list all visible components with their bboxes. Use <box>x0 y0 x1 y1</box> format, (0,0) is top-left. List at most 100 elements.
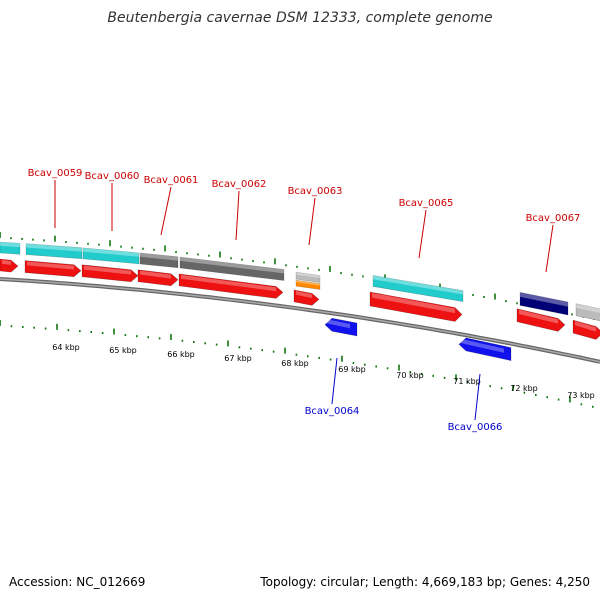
inner-minor-tick <box>215 343 218 346</box>
outer-minor-tick <box>296 265 298 268</box>
inner-major-tick <box>341 355 343 362</box>
inner-minor-tick <box>443 376 446 379</box>
inner-major-tick <box>284 347 286 354</box>
cds-forward-arrow <box>178 273 284 299</box>
gene-label-bcav-0059: Bcav_0059 <box>28 168 83 179</box>
outer-major-tick <box>0 232 1 238</box>
cds-forward-arrow-shine <box>140 270 171 279</box>
cds-forward-arrow <box>293 289 320 306</box>
inner-minor-tick <box>101 332 104 335</box>
gene-labels: Bcav_0059 Bcav_0060 Bcav_0061 Bcav_0062 Bcav… <box>28 168 581 433</box>
cds-forward-arrow <box>0 258 19 273</box>
outer-major-tick <box>329 265 331 272</box>
leader-line-top <box>545 224 554 273</box>
outer-minor-tick <box>263 261 265 264</box>
tick-label-72-kbp: 72 kbp <box>510 384 538 393</box>
outer-minor-tick <box>318 268 320 271</box>
inner-major-tick <box>569 396 571 403</box>
inner-minor-tick <box>364 363 366 366</box>
outer-minor-tick <box>21 237 23 240</box>
inner-minor-tick <box>147 336 149 339</box>
outer-minor-tick <box>472 293 474 296</box>
cds-forward-arrow-shine <box>519 309 558 324</box>
cds-forward-arrow <box>81 264 139 283</box>
gene-label-bcav-0065: Bcav_0065 <box>399 198 454 209</box>
inner-minor-tick <box>33 326 35 329</box>
inner-minor-tick <box>409 371 412 374</box>
outer-minor-tick <box>120 245 122 248</box>
outer-major-tick <box>219 251 221 258</box>
feature-bar-lightgray <box>575 303 600 322</box>
feature-bar-cyan-shine <box>26 243 82 252</box>
feature-bar-lightgray-shine <box>296 272 320 278</box>
outer-minor-tick <box>505 300 507 303</box>
feature-bar-navy <box>519 291 569 316</box>
outer-minor-tick <box>153 248 155 251</box>
gene-label-bcav-0063: Bcav_0063 <box>288 186 343 197</box>
gene-label-bcav-0060: Bcav_0060 <box>85 171 140 182</box>
genome-summary-text: Topology: circular; Length: 4,669,183 bp… <box>259 575 590 589</box>
outer-minor-tick <box>76 241 78 244</box>
cds-reverse-arrow <box>324 317 358 337</box>
inner-minor-tick <box>261 349 263 352</box>
outer-minor-tick <box>175 251 177 254</box>
inner-minor-tick <box>136 335 138 338</box>
inner-minor-tick <box>352 361 355 364</box>
cds-forward-arrow <box>369 291 463 322</box>
cds-forward-arrow-shine <box>575 321 596 332</box>
outer-major-tick <box>274 258 276 265</box>
inner-minor-tick <box>193 341 195 344</box>
feature-bar-lightgray <box>295 271 321 283</box>
outer-minor-tick <box>483 295 485 298</box>
inner-major-tick <box>113 328 115 335</box>
cds-forward-arrow <box>516 308 566 332</box>
backbone-highlight <box>0 278 600 363</box>
tick-label-67-kbp: 67 kbp <box>224 354 252 363</box>
inner-major-tick <box>56 323 58 330</box>
inner-minor-tick <box>250 347 252 350</box>
inner-major-tick <box>455 374 457 381</box>
feature-bar-gray-shine <box>180 257 284 274</box>
outer-major-tick <box>109 240 111 247</box>
outer-minor-tick <box>65 241 67 244</box>
tick-label-71-kbp: 71 kbp <box>453 377 481 386</box>
tick-label-70-kbp: 70 kbp <box>396 371 424 380</box>
cds-reverse-arrow <box>458 337 512 361</box>
feature-bar-gray-shine <box>140 252 178 261</box>
cds-forward-arrow-shine <box>2 260 11 265</box>
inner-major-tick <box>398 364 400 371</box>
feature-bar-cyan-shine <box>373 275 463 295</box>
inner-minor-tick <box>181 339 184 342</box>
inner-minor-tick <box>238 346 241 349</box>
cds-forward-arrow-shine <box>372 292 455 314</box>
inner-minor-tick <box>580 403 583 406</box>
outer-minor-tick <box>340 272 342 275</box>
inner-minor-tick <box>272 350 275 353</box>
inner-minor-tick <box>44 327 47 330</box>
inner-major-tick <box>512 384 514 391</box>
cds-forward-arrow <box>137 269 179 287</box>
outer-minor-tick <box>32 238 34 241</box>
feature-bar-cyan-shine <box>0 242 20 248</box>
inner-minor-tick <box>124 334 127 337</box>
map-title: Beutenbergia cavernae DSM 12333, complet… <box>107 10 492 26</box>
outer-major-tick <box>384 274 386 281</box>
outer-minor-tick <box>197 253 199 256</box>
cds-forward-arrow-shine <box>27 261 74 270</box>
accession-text: Accession: NC_012669 <box>9 575 145 589</box>
inner-minor-tick <box>592 405 594 408</box>
feature-bar-cyan <box>82 247 140 265</box>
outer-minor-tick <box>43 239 45 242</box>
outer-minor-tick <box>186 252 188 255</box>
inner-minor-tick <box>500 387 503 390</box>
feature-bar-cyan <box>372 275 464 303</box>
inner-minor-tick <box>432 374 434 377</box>
outer-minor-tick <box>208 254 210 257</box>
outer-minor-tick <box>131 246 133 249</box>
inner-tick-track <box>0 320 594 408</box>
outer-minor-tick <box>571 313 573 316</box>
inner-minor-tick <box>546 396 548 399</box>
leader-line-bottom <box>474 373 481 421</box>
feature-bar-cyan <box>0 241 21 255</box>
